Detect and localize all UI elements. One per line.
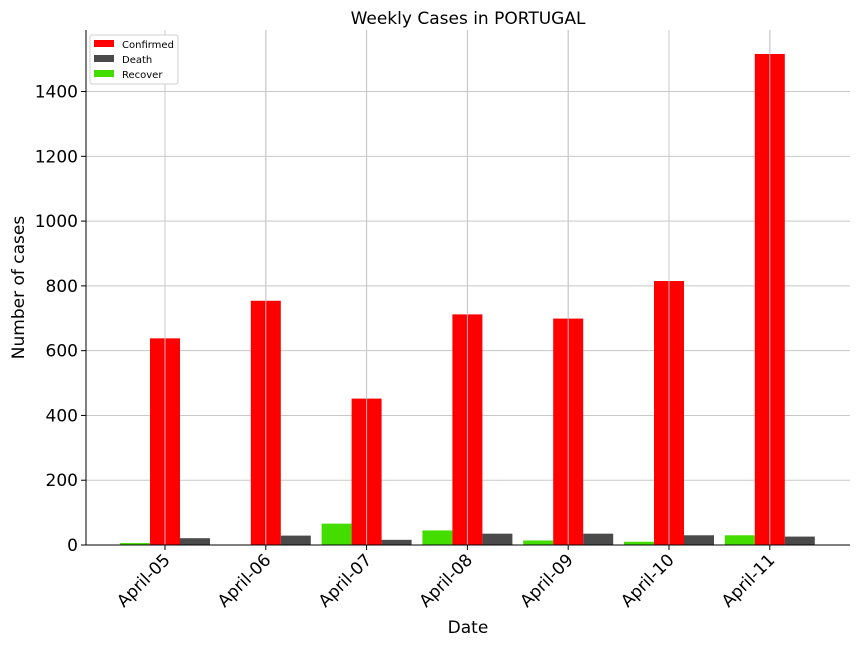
legend-label-recover: Recover <box>122 70 163 81</box>
y-tick-label: 1000 <box>35 212 78 232</box>
bar-recover-april-11 <box>724 535 755 545</box>
bar-death-april-05 <box>180 538 210 545</box>
x-tick-label: April-08 <box>416 550 477 611</box>
y-tick-label: 1400 <box>35 83 78 103</box>
axes <box>85 30 850 546</box>
legend-swatch-recover <box>94 70 114 77</box>
y-axis-label: Number of cases <box>9 216 29 360</box>
legend-label-confirmed: Confirmed <box>122 40 174 51</box>
y-tick-label: 400 <box>46 406 78 426</box>
bar-death-april-09 <box>583 533 614 545</box>
bar-recover-april-09 <box>523 540 554 545</box>
y-tick-label: 0 <box>67 536 78 556</box>
bar-death-april-07 <box>381 539 412 545</box>
bar-recover-april-08 <box>422 530 453 545</box>
x-tick-label: April-07 <box>315 550 376 611</box>
y-tick-label: 600 <box>46 342 78 362</box>
y-tick-label: 1200 <box>35 147 78 167</box>
legend-swatch-confirmed <box>94 40 114 47</box>
x-tick-label: April-10 <box>617 550 678 611</box>
bar-death-april-11 <box>784 536 815 545</box>
legend-label-death: Death <box>122 55 152 66</box>
x-tick-label: April-11 <box>718 550 779 611</box>
x-tick-label: April-09 <box>516 550 577 611</box>
chart-title: Weekly Cases in PORTUGAL <box>351 9 586 29</box>
legend: Confirmed Death Recover <box>89 34 179 85</box>
bar-death-april-06 <box>280 535 311 545</box>
y-tick-label: 200 <box>46 471 78 491</box>
x-axis-label: Date <box>448 618 489 638</box>
bar-death-april-10 <box>684 535 714 545</box>
bar-recover-april-05 <box>120 543 150 545</box>
x-tick-label: April-06 <box>214 550 275 611</box>
y-tick-label: 800 <box>46 277 78 297</box>
bar-recover-april-10 <box>624 541 654 545</box>
x-tick-label: April-05 <box>113 550 174 611</box>
bar-recover-april-07 <box>321 523 352 545</box>
bars <box>120 30 815 545</box>
bar-death-april-08 <box>482 533 513 545</box>
legend-swatch-death <box>94 55 114 62</box>
